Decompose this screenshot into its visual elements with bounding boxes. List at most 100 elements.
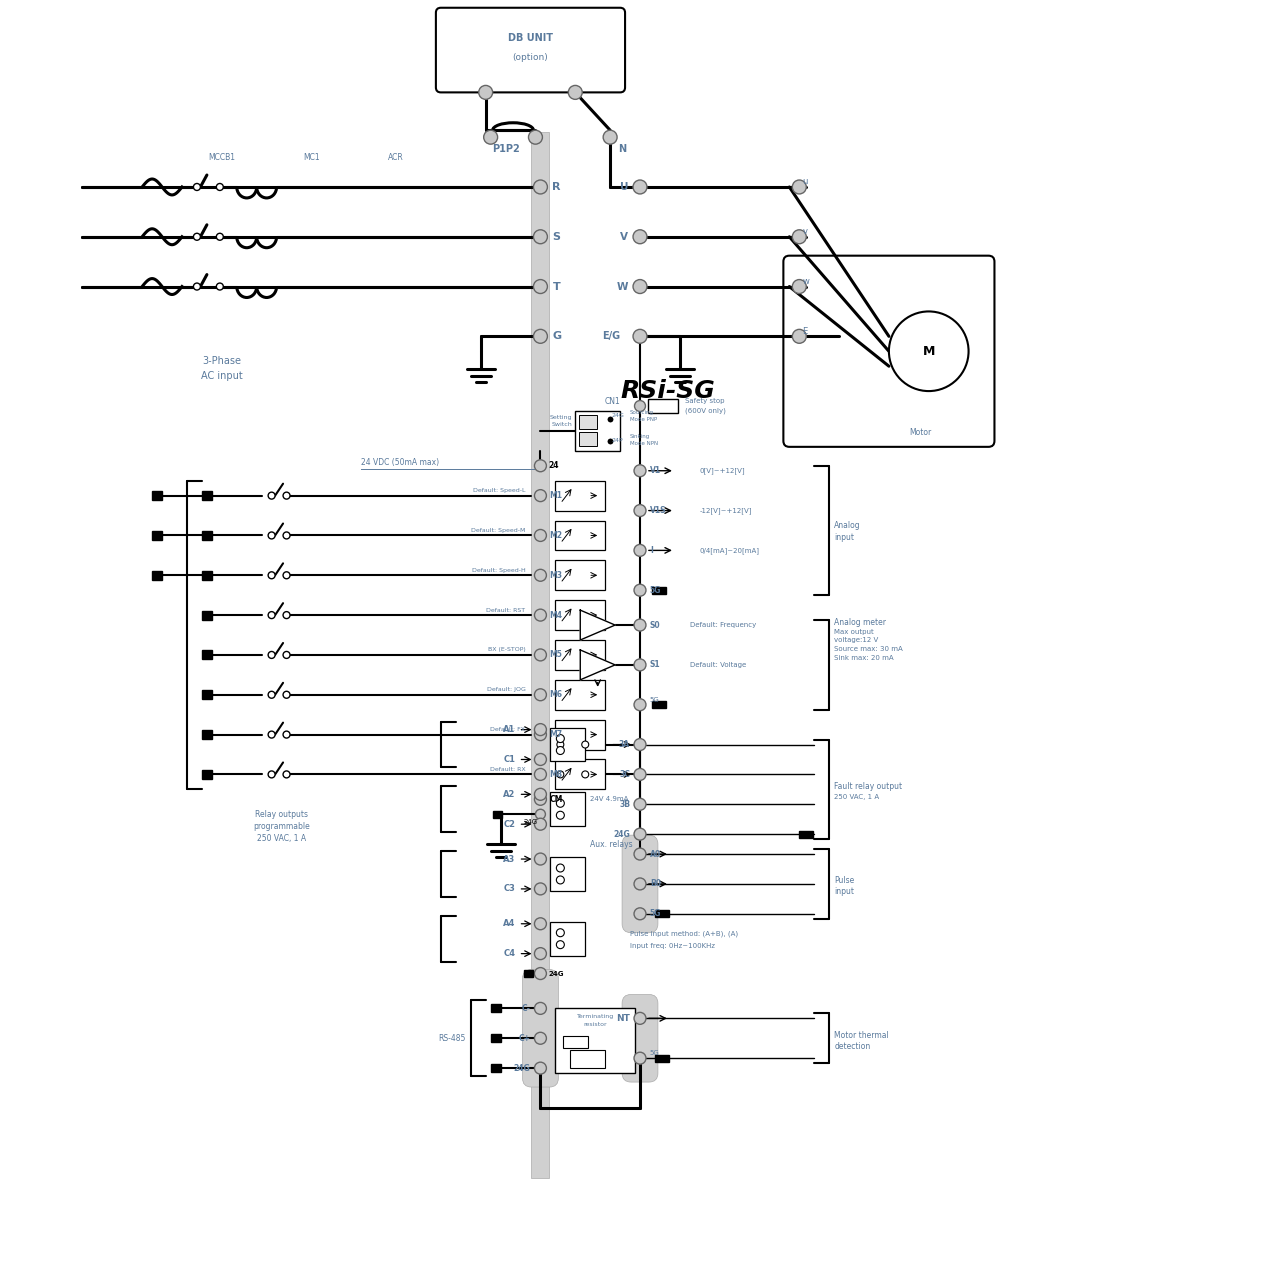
Text: Mode NPN: Mode NPN [630, 442, 658, 447]
Text: I: I [650, 545, 653, 556]
Text: Default: Voltage: Default: Voltage [690, 662, 746, 668]
Bar [556, 481, 605, 511]
Circle shape [557, 746, 564, 754]
Text: Setting: Setting [550, 416, 572, 420]
Text: (option): (option) [512, 52, 548, 61]
Text: Input freq: 0Hz~100KHz: Input freq: 0Hz~100KHz [630, 942, 716, 948]
Text: 5G: 5G [650, 586, 662, 595]
Text: Default: FX: Default: FX [490, 727, 526, 732]
Circle shape [535, 570, 547, 581]
Circle shape [283, 771, 291, 778]
Circle shape [634, 544, 646, 557]
Circle shape [268, 612, 275, 618]
Circle shape [634, 584, 646, 596]
Text: Default: Speed-M: Default: Speed-M [471, 527, 526, 532]
Circle shape [535, 1032, 547, 1044]
Circle shape [216, 183, 223, 191]
Bar [655, 910, 669, 918]
Circle shape [535, 728, 547, 741]
Bar [652, 586, 666, 594]
Circle shape [635, 401, 645, 411]
Text: N: N [618, 145, 626, 154]
Text: E/G: E/G [602, 332, 620, 342]
Text: C-: C- [522, 1004, 530, 1012]
Circle shape [535, 1002, 547, 1014]
Circle shape [634, 465, 646, 476]
Bar [655, 1055, 669, 1061]
Text: Pulse input method: (A+B), (A): Pulse input method: (A+B), (A) [630, 931, 739, 937]
Bar [556, 600, 605, 630]
Text: input: input [835, 532, 854, 541]
Text: 0/4[mA]~20[mA]: 0/4[mA]~20[mA] [700, 547, 760, 554]
Text: M3: M3 [549, 571, 562, 580]
Text: 24V 4.9mA: 24V 4.9mA [590, 796, 628, 803]
Bar [202, 650, 212, 659]
Circle shape [557, 799, 564, 808]
Bar [556, 719, 605, 750]
Text: CN1: CN1 [604, 397, 620, 406]
Circle shape [534, 279, 548, 293]
Circle shape [557, 812, 564, 819]
Circle shape [193, 183, 201, 191]
Bar [152, 492, 163, 500]
Text: AC input: AC input [201, 371, 243, 381]
Circle shape [557, 735, 564, 742]
Circle shape [634, 739, 646, 750]
Text: MCCB1: MCCB1 [209, 152, 236, 161]
Bar [202, 771, 212, 780]
Text: 3C: 3C [620, 769, 630, 780]
Text: 0[V]~+12[V]: 0[V]~+12[V] [700, 467, 745, 474]
Text: Analog: Analog [835, 521, 860, 530]
Circle shape [535, 460, 547, 472]
Circle shape [634, 849, 646, 860]
Circle shape [634, 908, 646, 920]
Text: 24: 24 [548, 461, 559, 470]
Circle shape [216, 283, 223, 291]
Text: 5G: 5G [650, 696, 659, 703]
Text: 5G: 5G [650, 1050, 659, 1056]
Circle shape [529, 131, 543, 145]
Text: 24G: 24G [548, 970, 564, 977]
FancyBboxPatch shape [436, 8, 625, 92]
Bar [652, 701, 666, 708]
Text: DB UNIT: DB UNIT [508, 32, 553, 42]
Circle shape [535, 649, 547, 660]
Bar [202, 611, 212, 620]
Text: 24P: 24P [611, 438, 623, 443]
Circle shape [634, 504, 646, 517]
Text: A1: A1 [503, 724, 516, 735]
Text: MC1: MC1 [303, 152, 320, 161]
Text: M4: M4 [549, 611, 562, 620]
Bar [550, 727, 585, 762]
Text: v: v [803, 228, 808, 237]
Circle shape [535, 809, 545, 819]
Text: C3: C3 [503, 884, 516, 893]
Text: Default: JOG: Default: JOG [486, 687, 526, 692]
Text: P1P2: P1P2 [492, 145, 520, 154]
Text: M2: M2 [549, 531, 562, 540]
Circle shape [193, 233, 201, 241]
Text: Sink max: 20 mA: Sink max: 20 mA [835, 655, 893, 660]
Circle shape [535, 947, 547, 960]
Bar [524, 970, 534, 977]
Circle shape [283, 612, 291, 618]
Circle shape [634, 180, 646, 195]
Bar [550, 858, 585, 891]
FancyBboxPatch shape [783, 256, 995, 447]
Circle shape [634, 1052, 646, 1064]
Circle shape [535, 788, 547, 800]
Bar [648, 399, 678, 413]
Polygon shape [580, 611, 616, 640]
Text: C2: C2 [503, 819, 516, 828]
Text: -12[V]~+12[V]: -12[V]~+12[V] [700, 507, 753, 515]
Text: Default: RX: Default: RX [490, 767, 526, 772]
Circle shape [534, 230, 548, 243]
Circle shape [268, 572, 275, 579]
Circle shape [283, 492, 291, 499]
Text: M8: M8 [549, 769, 562, 780]
Text: M6: M6 [549, 690, 562, 699]
Circle shape [581, 771, 589, 778]
Circle shape [634, 828, 646, 840]
Text: 3A: 3A [620, 740, 630, 749]
Text: NT: NT [616, 1014, 630, 1023]
